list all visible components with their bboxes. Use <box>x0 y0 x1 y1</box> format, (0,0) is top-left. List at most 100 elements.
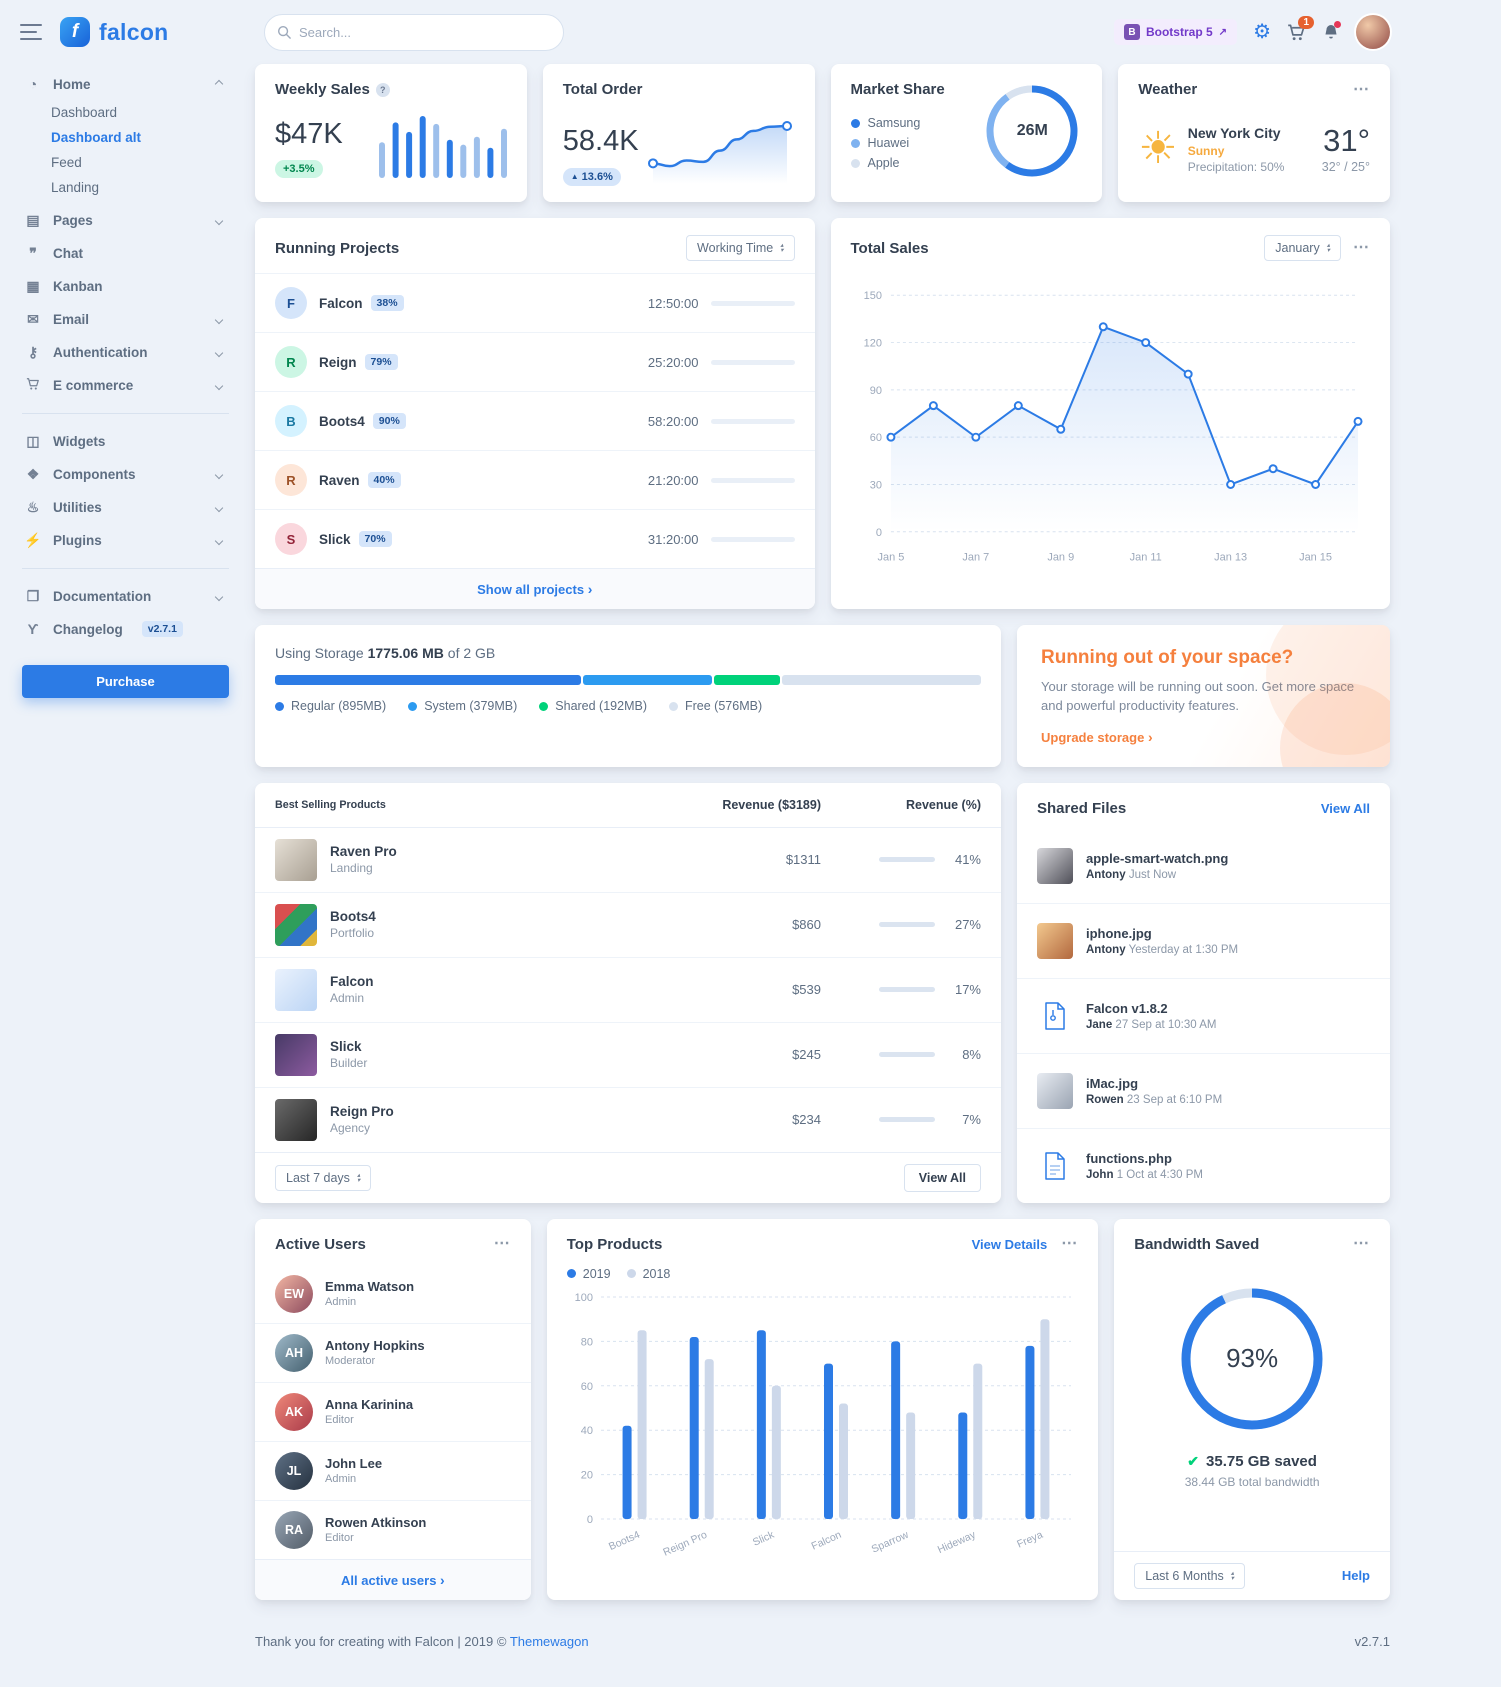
sidebar-item-dashboard[interactable]: Dashboard <box>51 105 118 120</box>
sidebar-item-changelog[interactable]: ϒ Changelog v2.7.1 <box>22 613 229 645</box>
file-row[interactable]: iMac.jpg Rowen 23 Sep at 6:10 PM <box>1017 1052 1390 1128</box>
notifications-button[interactable] <box>1322 21 1341 41</box>
product-name[interactable]: Slick <box>330 1039 362 1055</box>
months-range-select[interactable]: Last 6 Months ▴ ▾ <box>1134 1562 1246 1589</box>
project-name[interactable]: Falcon <box>319 295 363 311</box>
view-all-files-link[interactable]: View All <box>1320 800 1370 816</box>
settings-gear-button[interactable]: ⚙ <box>1253 22 1271 42</box>
file-name[interactable]: functions.php <box>1086 1150 1172 1166</box>
search-input[interactable] <box>264 13 564 51</box>
project-avatar: R <box>275 464 307 496</box>
bandwidth-percentage: 93% <box>1226 1343 1279 1374</box>
help-link[interactable]: Help <box>1341 1568 1370 1584</box>
product-row[interactable]: Slick Builder $245 8% <box>255 1023 1001 1088</box>
file-name[interactable]: apple-smart-watch.png <box>1086 850 1229 866</box>
file-row[interactable]: apple-smart-watch.png Antony Just Now <box>1017 829 1390 903</box>
svg-text:Jan 9: Jan 9 <box>1047 552 1074 564</box>
product-name[interactable]: Reign Pro <box>330 1104 394 1120</box>
user-row[interactable]: EW Emma Watson Admin <box>255 1265 531 1323</box>
sidebar-item-widgets[interactable]: ◫ Widgets <box>22 425 229 458</box>
upgrade-storage-link[interactable]: Upgrade storage › <box>1041 728 1153 745</box>
show-all-projects-link[interactable]: Show all projects › <box>477 581 593 597</box>
sidebar-item-ecommerce[interactable]: E commerce <box>22 369 229 402</box>
user-avatar[interactable] <box>1356 15 1390 49</box>
month-select[interactable]: January ▴ ▾ <box>1264 235 1341 261</box>
project-row[interactable]: F Falcon 38% 12:50:00 <box>255 273 815 332</box>
sidebar-item-plugins[interactable]: ⚡ Plugins <box>22 524 229 557</box>
file-row[interactable]: functions.php John 1 Oct at 4:30 PM <box>1017 1127 1390 1203</box>
legend-item[interactable]: 2018 <box>626 1267 670 1281</box>
sidebar-item-chat[interactable]: ❞ Chat <box>22 237 229 270</box>
user-name[interactable]: Rowen Atkinson <box>325 1515 427 1531</box>
user-row[interactable]: RA Rowen Atkinson Editor <box>255 1499 531 1559</box>
product-row[interactable]: Falcon Admin $539 17% <box>255 958 1001 1023</box>
product-thumbnail <box>275 1098 317 1141</box>
project-row[interactable]: B Boots4 90% 58:20:00 <box>255 391 815 450</box>
user-name[interactable]: Antony Hopkins <box>325 1338 425 1354</box>
file-owner: Antony <box>1086 943 1126 956</box>
project-row[interactable]: S Slick 70% 31:20:00 <box>255 509 815 568</box>
project-progress-badge: 90% <box>372 413 406 429</box>
view-details-link[interactable]: View Details <box>971 1236 1048 1252</box>
user-row[interactable]: JL John Lee Admin <box>255 1440 531 1500</box>
product-row[interactable]: Boots4 Portfolio $860 27% <box>255 893 1001 958</box>
hamburger-menu-button[interactable] <box>20 24 42 40</box>
project-progress-badge: 40% <box>367 472 401 488</box>
more-menu-icon[interactable]: ⋯ <box>1353 80 1370 98</box>
themewagon-link[interactable]: Themewagon <box>509 1633 589 1649</box>
bootstrap-badge[interactable]: B Bootstrap 5 ↗ <box>1113 19 1238 45</box>
working-time-select[interactable]: Working Time ▴ ▾ <box>686 235 795 261</box>
product-row[interactable]: Raven Pro Landing $1311 41% <box>255 828 1001 893</box>
project-row[interactable]: R Raven 40% 21:20:00 <box>255 450 815 509</box>
file-thumbnail <box>1037 847 1073 884</box>
project-name[interactable]: Raven <box>319 472 360 488</box>
user-name[interactable]: Emma Watson <box>325 1279 415 1295</box>
product-name[interactable]: Raven Pro <box>330 844 397 860</box>
sidebar-item-landing[interactable]: Landing <box>51 180 100 195</box>
sidebar-item-email[interactable]: ✉ Email <box>22 303 229 336</box>
sidebar-item-kanban[interactable]: ▦ Kanban <box>22 270 229 303</box>
sidebar-item-feed[interactable]: Feed <box>51 155 82 170</box>
file-row[interactable]: Falcon v1.8.2 Jane 27 Sep at 10:30 AM <box>1017 977 1390 1053</box>
product-name[interactable]: Falcon <box>330 974 374 990</box>
file-name[interactable]: iphone.jpg <box>1086 925 1152 941</box>
view-all-button[interactable]: View All <box>903 1163 981 1192</box>
bandwidth-saved-card: Bandwidth Saved ⋯ 93% ✔ 35.75 GB saved 38… <box>1114 1218 1390 1600</box>
storage-used: 1775.06 MB <box>367 645 444 661</box>
product-name[interactable]: Boots4 <box>330 909 376 925</box>
purchase-button[interactable]: Purchase <box>22 665 229 698</box>
user-row[interactable]: AK Anna Karinina Editor <box>255 1381 531 1441</box>
product-row[interactable]: Reign Pro Agency $234 7% <box>255 1088 1001 1152</box>
product-revenue-pct: 41% <box>954 852 981 868</box>
legend-item[interactable]: 2019 <box>566 1267 611 1281</box>
date-range-select[interactable]: Last 7 days ▴ ▾ <box>275 1164 372 1191</box>
more-menu-icon[interactable]: ⋯ <box>1353 239 1370 256</box>
project-name[interactable]: Boots4 <box>319 413 365 429</box>
sidebar-item-home[interactable]: ◔ Home <box>22 68 229 100</box>
storage-segment-shared <box>714 675 781 685</box>
avatar: RA <box>275 1510 313 1549</box>
user-name[interactable]: John Lee <box>325 1456 383 1472</box>
sidebar-item-utilities[interactable]: ♨ Utilities <box>22 491 229 524</box>
more-menu-icon[interactable]: ⋯ <box>493 1235 511 1253</box>
sidebar-item-authentication[interactable]: ⚷ Authentication <box>22 336 229 369</box>
file-row[interactable]: iphone.jpg Antony Yesterday at 1:30 PM <box>1017 902 1390 978</box>
more-menu-icon[interactable]: ⋯ <box>1061 1235 1079 1253</box>
project-name[interactable]: Slick <box>319 531 351 547</box>
sidebar-item-dashboard-alt[interactable]: Dashboard alt <box>51 130 142 145</box>
sidebar-item-documentation[interactable]: ❐ Documentation <box>22 580 229 613</box>
sidebar-item-components[interactable]: ❖ Components <box>22 458 229 491</box>
file-code-icon <box>1037 1148 1073 1184</box>
cart-button[interactable]: 1 <box>1287 15 1314 42</box>
user-name[interactable]: Anna Karinina <box>325 1397 414 1413</box>
more-menu-icon[interactable]: ⋯ <box>1353 1235 1370 1253</box>
file-name[interactable]: Falcon v1.8.2 <box>1086 1000 1168 1016</box>
falcon-logo[interactable]: f falcon <box>60 17 264 47</box>
info-icon[interactable]: ? <box>375 82 390 97</box>
project-name[interactable]: Reign <box>319 354 357 370</box>
all-active-users-link[interactable]: All active users › <box>341 1571 445 1588</box>
user-row[interactable]: AH Antony Hopkins Moderator <box>255 1322 531 1382</box>
project-row[interactable]: R Reign 79% 25:20:00 <box>255 332 815 391</box>
file-name[interactable]: iMac.jpg <box>1086 1075 1139 1091</box>
sidebar-item-pages[interactable]: ▤ Pages <box>22 204 229 237</box>
